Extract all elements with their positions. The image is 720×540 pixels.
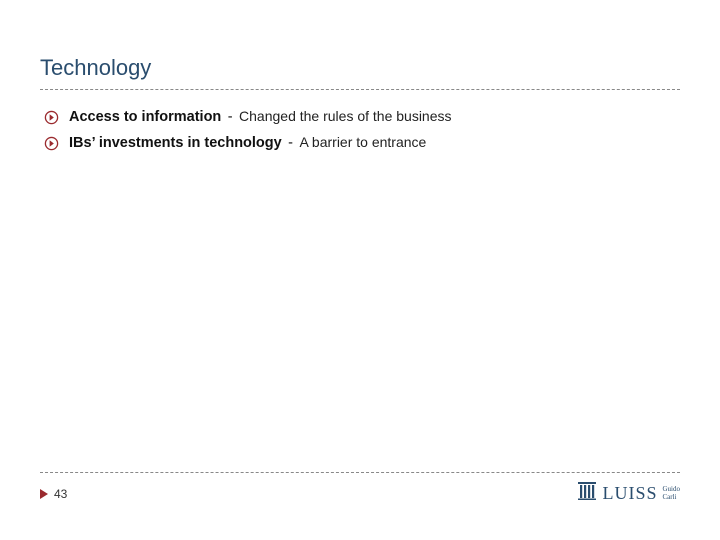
bullet-item: Access to information - Changed the rule… [44,108,680,126]
logo-sub-line: Carli [663,494,681,501]
slide: Technology Access to information - Chang… [0,0,720,540]
page-number: 43 [54,487,67,501]
bullet-separator: - [228,109,233,125]
slide-title: Technology [40,55,680,87]
bullet-rest: Changed the rules of the business [239,108,451,124]
footer-divider [40,472,680,473]
bullet-list: Access to information - Changed the rule… [40,108,680,152]
page-marker-group: 43 [40,487,67,501]
bullet-item: IBs’ investments in technology - A barri… [44,134,680,152]
logo: LUISS Guido Carli [577,481,680,506]
arrow-circle-icon [44,110,59,125]
bullet-text: IBs’ investments in technology - A barri… [69,134,426,152]
bullet-bold: Access to information [69,109,221,125]
bullet-bold: IBs’ investments in technology [69,135,282,151]
arrow-circle-icon [44,136,59,151]
bullet-rest: A barrier to entrance [299,134,426,150]
play-marker-icon [40,489,48,499]
footer: 43 LUISS Guido Carli [40,472,680,506]
logo-text: LUISS [602,483,657,504]
footer-inner: 43 LUISS Guido Carli [40,481,680,506]
title-divider [40,89,680,90]
logo-subtext: Guido Carli [663,486,681,501]
bullet-separator: - [288,135,293,151]
bullet-text: Access to information - Changed the rule… [69,108,452,126]
logo-columns-icon [577,481,597,506]
